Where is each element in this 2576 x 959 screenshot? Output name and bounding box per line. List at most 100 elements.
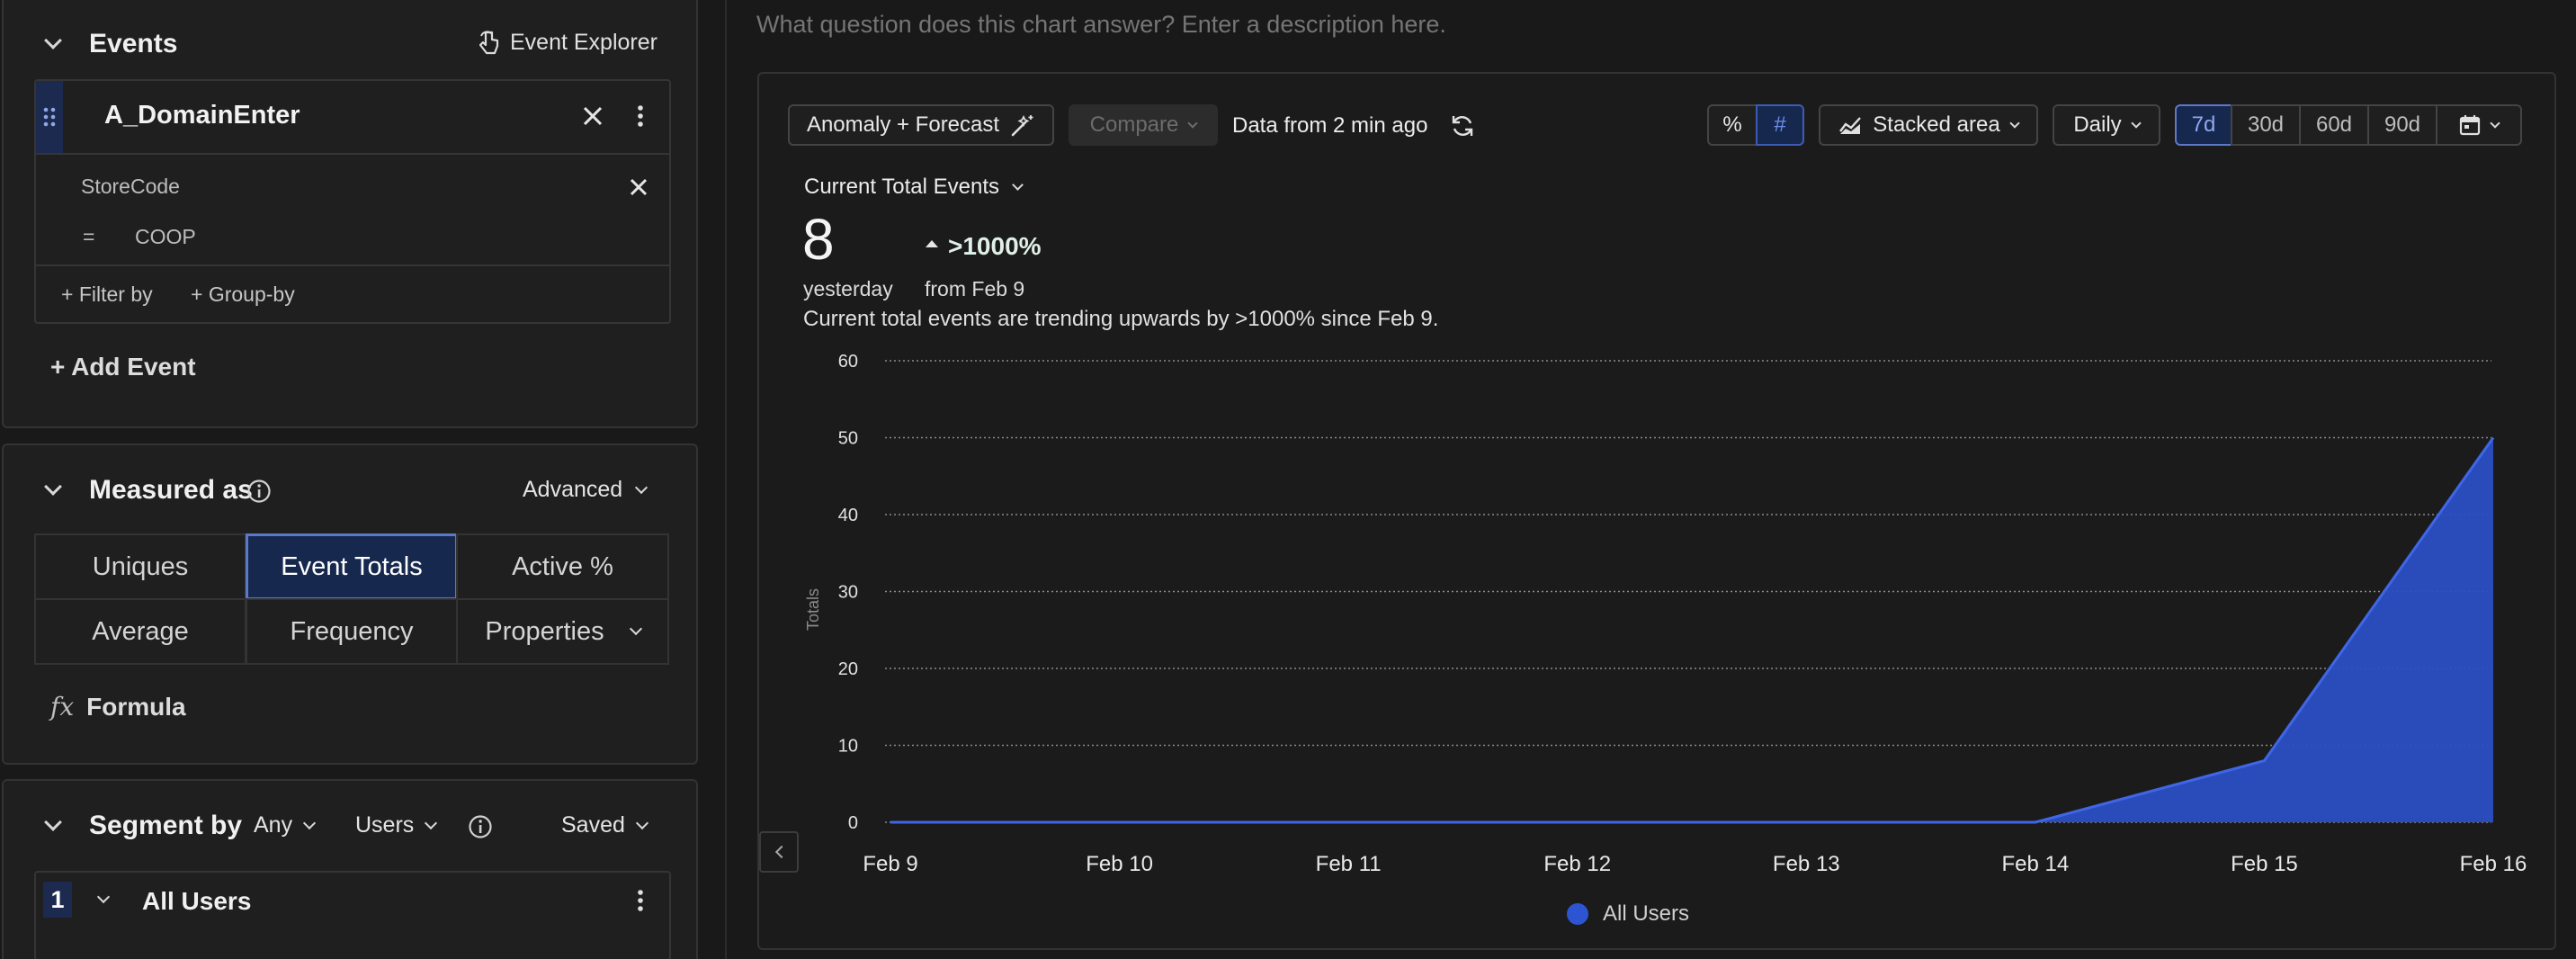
metric-change: >1000% [948,232,1042,260]
number-toggle[interactable]: # [1756,104,1804,146]
stacked-area-icon [1839,117,1862,134]
metric-selector-label: Current Total Events [804,175,999,199]
x-tick-label: Feb 9 [863,852,917,876]
saved-label: Saved [561,812,625,838]
chevron-down-icon [635,480,648,494]
y-tick-label: 40 [838,506,858,525]
x-tick-label: Feb 12 [1543,852,1611,876]
metric-change-period: from Feb 9 [925,277,1025,300]
measure-active-percent[interactable]: Active % [456,533,669,600]
chart-type-dropdown[interactable]: Stacked area [1819,104,2038,146]
event-explorer-button[interactable]: Event Explorer [478,29,657,56]
date-picker-button[interactable] [2436,104,2522,146]
collapse-measured-icon[interactable] [44,478,62,496]
right-divider [725,0,727,959]
drag-handle-icon [43,107,56,127]
group-by-button[interactable]: + Group-by [191,282,295,306]
chevron-left-icon [774,845,789,859]
anomaly-forecast-label: Anomaly + Forecast [806,112,1000,137]
scroll-left-button[interactable] [759,831,799,873]
info-icon[interactable] [468,814,493,839]
measure-event-totals[interactable]: Event Totals [246,533,458,600]
legend-swatch [1567,903,1588,925]
anomaly-forecast-button[interactable]: Anomaly + Forecast [788,104,1054,146]
chevron-down-icon [629,622,642,636]
event-name[interactable]: A_DomainEnter [104,101,300,130]
segment-row: 1 All Users [34,871,671,959]
users-label: Users [355,812,415,838]
advanced-dropdown[interactable]: Advanced [523,477,648,503]
measured-as-title: Measured as [89,475,253,505]
compare-button[interactable]: Compare [1069,104,1218,146]
event-block: A_DomainEnter StoreCode = COOP + Filter … [34,79,671,324]
compare-label: Compare [1089,112,1179,137]
calendar-icon [2459,115,2481,136]
saved-dropdown[interactable]: Saved [561,812,648,838]
properties-label: Properties [485,616,604,646]
segment-by-title: Segment by [89,811,243,840]
add-event-button[interactable]: + Add Event [50,353,196,381]
refresh-icon[interactable] [1450,113,1475,139]
y-tick-label: 60 [838,352,858,372]
range-7d[interactable]: 7d [2175,104,2232,146]
divider [36,264,669,266]
filter-by-button[interactable]: + Filter by [61,282,153,306]
y-axis-label: Totals [804,588,822,631]
x-tick-label: Feb 13 [1773,852,1840,876]
measured-as-card: Measured as Advanced Uniques Event Total… [2,444,698,765]
chart-card: Anomaly + Forecast Compare Data from 2 m… [757,72,2556,950]
chart-legend[interactable]: All Users [1567,901,1689,927]
x-tick-label: Feb 14 [2001,852,2069,876]
magic-wand-icon [1011,114,1033,137]
measure-average[interactable]: Average [34,598,246,665]
filter-value[interactable]: COOP [135,225,196,248]
chevron-down-icon [425,816,438,829]
chevron-down-icon [303,816,317,829]
remove-event-icon[interactable] [583,106,603,126]
drag-handle[interactable] [36,81,63,153]
interval-dropdown[interactable]: Daily [2053,104,2160,146]
chevron-down-icon [635,816,648,829]
measure-properties[interactable]: Properties [456,598,669,665]
y-tick-label: 30 [838,583,858,603]
y-tick-label: 10 [838,737,858,757]
info-icon[interactable] [246,479,272,504]
formula-icon: fx [50,692,75,721]
metric-summary: Current total events are trending upward… [803,307,1439,331]
divider [36,153,669,155]
area-chart: 0 10 20 30 40 50 60 Totals Feb 9 Feb 10 Feb 11 Feb … [804,352,2527,876]
collapse-segment-icon[interactable] [44,813,62,831]
any-dropdown[interactable]: Any [254,812,317,838]
chart-type-label: Stacked area [1873,112,2000,137]
trend-up-icon [926,240,938,247]
measure-frequency[interactable]: Frequency [246,598,458,665]
collapse-segment-row-icon[interactable] [96,890,111,904]
segment-index-badge: 1 [43,882,72,918]
metric-selector[interactable]: Current Total Events [804,175,1024,200]
area-series-all-users [890,437,2493,822]
range-90d[interactable]: 90d [2367,104,2437,146]
range-60d[interactable]: 60d [2299,104,2369,146]
percent-toggle[interactable]: % [1707,104,1758,146]
any-label: Any [254,812,293,838]
range-30d[interactable]: 30d [2231,104,2301,146]
event-more-icon[interactable] [637,104,644,128]
filter-operator[interactable]: = [83,225,95,248]
segment-more-icon[interactable] [637,889,644,912]
filter-property[interactable]: StoreCode [81,175,180,198]
collapse-events-icon[interactable] [44,31,62,49]
legend-label: All Users [1603,901,1690,926]
metric-value: 8 [802,207,835,272]
advanced-label: Advanced [523,477,623,502]
events-card: Events Event Explorer A_DomainEnter Stor… [2,0,698,428]
users-dropdown[interactable]: Users [355,812,438,838]
remove-filter-icon[interactable] [630,178,648,196]
segment-name[interactable]: All Users [142,887,252,915]
formula-button[interactable]: fx Formula [50,692,186,721]
chart-description-input[interactable]: What question does this chart answer? En… [756,11,1446,38]
x-tick-label: Feb 15 [2231,852,2298,876]
measure-uniques[interactable]: Uniques [34,533,246,600]
y-tick-label: 20 [838,659,858,679]
y-tick-label: 0 [848,813,858,833]
data-freshness: Data from 2 min ago [1232,113,1428,138]
